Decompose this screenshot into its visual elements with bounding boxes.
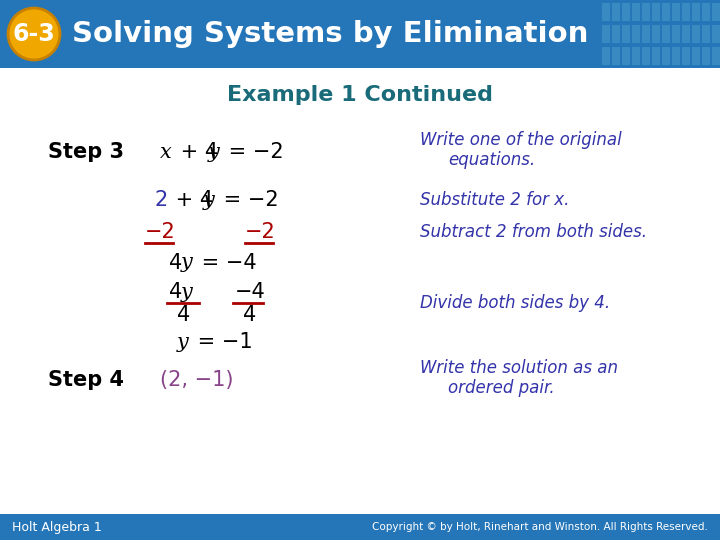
Text: Solving Systems by Elimination: Solving Systems by Elimination (72, 20, 588, 48)
Text: Substitute 2 for x.: Substitute 2 for x. (420, 191, 570, 209)
Bar (652, 3, 660, 21)
Text: equations.: equations. (448, 151, 535, 169)
Bar (642, 25, 650, 43)
Bar (0, 514, 720, 540)
Text: 4: 4 (243, 305, 256, 325)
Text: y: y (203, 191, 215, 210)
Bar (602, 47, 610, 65)
Text: ordered pair.: ordered pair. (448, 379, 554, 397)
Text: Step 3: Step 3 (48, 142, 124, 162)
Bar (612, 3, 620, 21)
Text: 4: 4 (169, 282, 182, 302)
Bar (682, 3, 690, 21)
Text: Example 1 Continued: Example 1 Continued (227, 85, 493, 105)
Text: 2: 2 (155, 190, 168, 210)
Bar (602, 25, 610, 43)
Ellipse shape (8, 8, 60, 60)
Text: Write the solution as an: Write the solution as an (420, 359, 618, 377)
Bar (682, 25, 690, 43)
Bar (712, 47, 720, 65)
Text: 4: 4 (177, 305, 190, 325)
Text: y: y (181, 253, 193, 273)
Bar (662, 47, 670, 65)
Bar (662, 25, 670, 43)
Bar (692, 47, 700, 65)
Bar (672, 3, 680, 21)
Text: Copyright © by Holt, Rinehart and Winston. All Rights Reserved.: Copyright © by Holt, Rinehart and Winsto… (372, 522, 708, 532)
Bar (692, 3, 700, 21)
Bar (672, 47, 680, 65)
Text: 6-3: 6-3 (13, 22, 55, 46)
Text: Step 4: Step 4 (48, 370, 124, 390)
Bar (672, 25, 680, 43)
Text: = −4: = −4 (195, 253, 256, 273)
Bar (652, 47, 660, 65)
Text: = −1: = −1 (191, 332, 253, 352)
Bar (612, 25, 620, 43)
Text: Subtract 2 from both sides.: Subtract 2 from both sides. (420, 223, 647, 241)
Bar (692, 25, 700, 43)
Text: −2: −2 (245, 222, 276, 242)
Text: (2, −1): (2, −1) (160, 370, 233, 390)
Bar (622, 47, 630, 65)
Bar (702, 3, 710, 21)
Text: −4: −4 (235, 282, 266, 302)
Bar (0, 0, 720, 68)
Text: Holt Algebra 1: Holt Algebra 1 (12, 521, 102, 534)
Bar (712, 25, 720, 43)
Bar (712, 3, 720, 21)
Text: 4: 4 (169, 253, 182, 273)
Bar (632, 47, 640, 65)
Bar (662, 3, 670, 21)
Text: + 4: + 4 (174, 142, 218, 162)
Bar (682, 47, 690, 65)
Text: + 4: + 4 (169, 190, 213, 210)
Text: −2: −2 (145, 222, 176, 242)
Text: y: y (177, 333, 189, 352)
Bar (652, 25, 660, 43)
Bar (642, 3, 650, 21)
Bar (622, 3, 630, 21)
Bar (602, 3, 610, 21)
Text: Divide both sides by 4.: Divide both sides by 4. (420, 294, 610, 312)
Bar (702, 47, 710, 65)
Bar (642, 47, 650, 65)
Bar (612, 47, 620, 65)
Text: y: y (181, 282, 193, 301)
Bar (702, 25, 710, 43)
Text: y: y (208, 143, 220, 161)
Text: = −2: = −2 (217, 190, 279, 210)
Text: = −2: = −2 (222, 142, 284, 162)
Text: Write one of the original: Write one of the original (420, 131, 622, 149)
Bar (632, 25, 640, 43)
Text: x: x (160, 143, 172, 161)
Bar (632, 3, 640, 21)
Bar (622, 25, 630, 43)
